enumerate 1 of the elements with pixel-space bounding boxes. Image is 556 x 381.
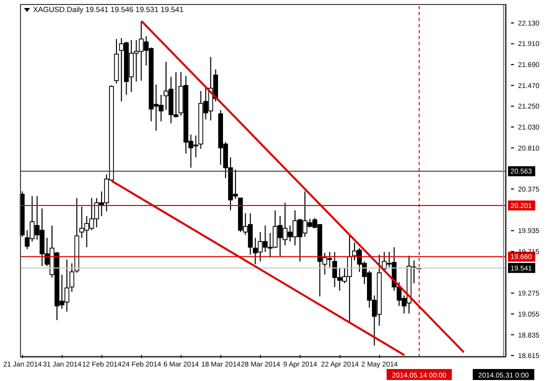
candlestick: [69, 262, 74, 292]
